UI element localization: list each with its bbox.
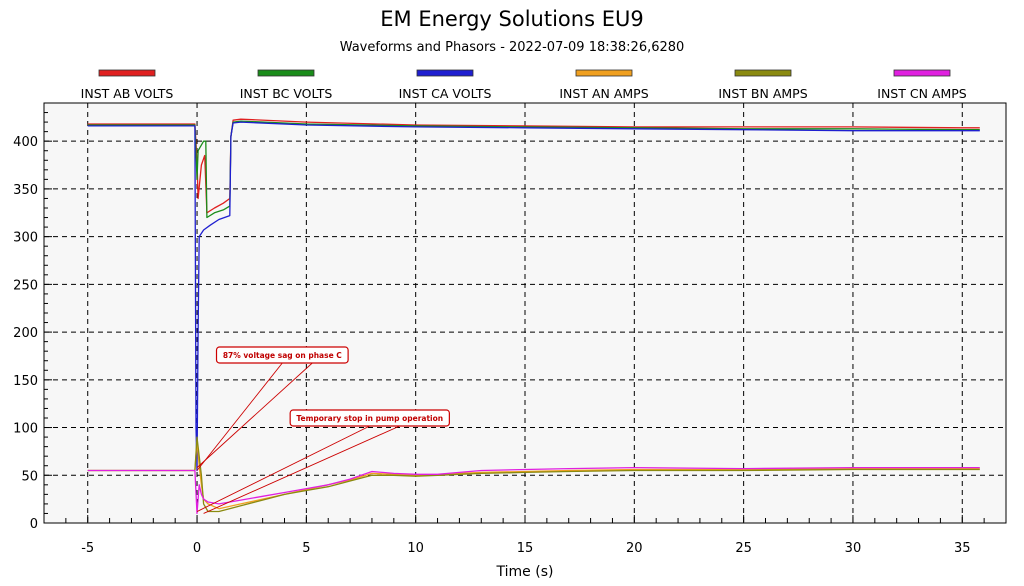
annotation-leader (203, 425, 400, 514)
legend: INST AB VOLTS INST BC VOLTS INST CA VOLTS I… (81, 69, 967, 101)
annotation-text: 87% voltage sag on phase C (223, 351, 342, 360)
x-tick-label: -5 (81, 541, 94, 556)
x-tick-label: 30 (845, 541, 862, 556)
y-tick-label: 150 (13, 374, 38, 389)
legend-label: INST CN AMPS (877, 86, 967, 101)
x-tick-label: 5 (302, 541, 310, 556)
x-tick-label: 15 (517, 541, 534, 556)
x-tick-label: 0 (193, 541, 201, 556)
y-tick-label: 100 (13, 422, 38, 437)
chart-subtitle: Waveforms and Phasors - 2022-07-09 18:38… (340, 40, 685, 55)
annotation-box (215, 346, 349, 364)
legend-swatch (893, 69, 951, 77)
legend-label: INST AN AMPS (559, 86, 648, 101)
y-tick-label: 300 (13, 231, 38, 246)
x-tick-label: 35 (954, 541, 971, 556)
legend-swatch (575, 69, 633, 77)
legend-swatch (257, 69, 315, 77)
legend-label: INST AB VOLTS (81, 86, 174, 101)
legend-swatch (734, 69, 792, 77)
y-tick-label: 400 (13, 135, 38, 150)
x-tick-label: 10 (407, 541, 424, 556)
legend-label: INST BC VOLTS (240, 86, 333, 101)
series-line-inst-bn-amps (87, 436, 980, 513)
annotation-text: Temporary stop in pump operation (296, 414, 443, 423)
legend-label: INST CA VOLTS (399, 86, 492, 101)
x-tick-label: 20 (626, 541, 643, 556)
y-tick-label: 50 (21, 469, 38, 484)
annotation-leader (196, 362, 283, 471)
annotation-leader (196, 425, 370, 512)
annotation-leader (196, 362, 313, 468)
series-line-inst-cn-amps (87, 466, 980, 515)
y-tick-label: 250 (13, 278, 38, 293)
y-tick-label: 200 (13, 326, 38, 341)
y-tick-label: 350 (13, 183, 38, 198)
y-tick-label: 0 (30, 517, 38, 532)
plot-area: 87% voltage sag on phase C Temporary stop… (13, 102, 1007, 556)
chart-title: EM Energy Solutions EU9 (380, 7, 643, 31)
x-tick-label: 25 (735, 541, 752, 556)
legend-swatch (98, 69, 156, 77)
legend-swatch (416, 69, 474, 77)
series-line-inst-ca-volts (87, 121, 980, 472)
legend-label: INST BN AMPS (718, 86, 807, 101)
x-axis-title: Time (s) (496, 564, 554, 580)
annotation-box (289, 409, 450, 427)
